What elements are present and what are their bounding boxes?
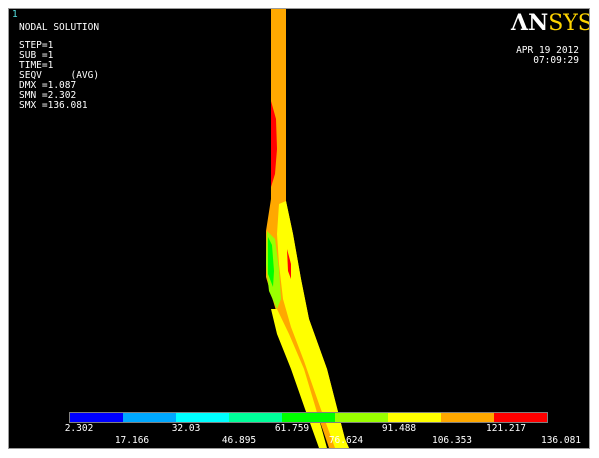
seqv-line: SEQV (AVG) [19, 70, 100, 81]
legend-tick-label: 17.166 [114, 435, 150, 446]
legend-band [335, 413, 388, 422]
legend-band [176, 413, 229, 422]
legend-tick-label: 2.302 [64, 423, 94, 434]
graphics-viewport[interactable]: 1 NODAL SOLUTION STEP=1 SUB =1 TIME=1 SE… [9, 9, 589, 448]
legend-band [282, 413, 335, 422]
strip-yellow-band [277, 201, 349, 448]
dmx-line: DMX =1.087 [19, 80, 77, 91]
legend-tick-label: 91.488 [381, 423, 417, 434]
legend-tick-label: 121.217 [485, 423, 527, 434]
legend-band [388, 413, 441, 422]
date-text: APR 19 2012 [516, 45, 579, 56]
solution-title: NODAL SOLUTION [19, 22, 100, 33]
legend-band [441, 413, 494, 422]
legend-band [123, 413, 176, 422]
logo-main: ΛN [511, 10, 549, 36]
legend-tick-label: 61.759 [274, 423, 310, 434]
timestamp: APR 19 2012 07:09:29 [516, 46, 579, 66]
legend-tick-label: 76.624 [328, 435, 364, 446]
time-line: TIME=1 [19, 60, 54, 71]
smx-line: SMX =136.081 [19, 100, 88, 111]
step-line: STEP=1 [19, 40, 54, 51]
legend-band [70, 413, 123, 422]
smn-line: SMN =2.302 [19, 90, 77, 101]
legend-tick-label: 106.353 [431, 435, 473, 446]
contour-plot[interactable] [9, 9, 589, 448]
legend-tick-label: 46.895 [221, 435, 257, 446]
time-text: 07:09:29 [533, 55, 579, 66]
sub-line: SUB =1 [19, 50, 54, 61]
strip-green-region [268, 237, 274, 287]
strip-red-spot [271, 101, 277, 187]
legend-tick-label: 32.03 [171, 423, 201, 434]
legend-band [229, 413, 282, 422]
logo-accent: SYS [548, 11, 589, 36]
window-number: 1 [12, 9, 18, 20]
solution-info: NODAL SOLUTION STEP=1 SUB =1 TIME=1 SEQV… [19, 23, 99, 111]
legend-tick-label: 136.081 [540, 435, 582, 446]
contour-legend [69, 412, 548, 423]
strip-red-sliver [287, 249, 291, 279]
legend-band [494, 413, 547, 422]
ansys-logo: ΛNSYS [511, 10, 589, 36]
